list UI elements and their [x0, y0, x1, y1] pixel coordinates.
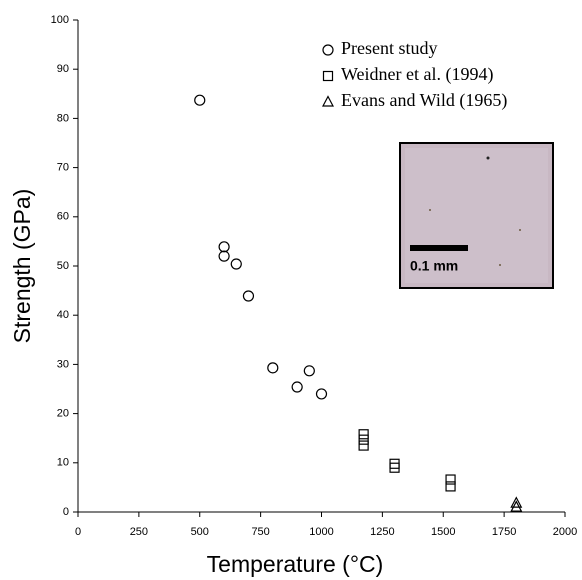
point [267, 362, 279, 374]
point [291, 381, 303, 393]
point [194, 94, 206, 106]
point [230, 258, 242, 270]
y-tick-label: 10 [57, 457, 69, 469]
x-tick-label: 1250 [370, 526, 394, 538]
x-tick-label: 1500 [431, 526, 455, 538]
legend-label: Evans and Wild (1965) [341, 90, 507, 111]
scale-bar [410, 245, 468, 251]
speck [519, 229, 521, 231]
point [242, 290, 255, 302]
x-tick-label: 250 [130, 526, 148, 538]
scale-label: 0.1 mm [410, 258, 458, 274]
y-tick-label: 100 [51, 14, 69, 26]
point [358, 440, 369, 451]
x-tick-label: 500 [191, 526, 209, 538]
y-tick-label: 90 [57, 63, 69, 75]
point [510, 500, 523, 512]
y-tick-label: 60 [57, 211, 69, 223]
point [358, 429, 369, 440]
point [389, 462, 400, 473]
point [358, 434, 369, 445]
point [218, 241, 230, 253]
legend-label: Weidner et al. (1994) [341, 64, 494, 85]
y-tick-label: 70 [57, 162, 69, 174]
legend-marker [322, 70, 334, 82]
x-tick-label: 1750 [492, 526, 516, 538]
y-tick-label: 20 [57, 408, 69, 420]
inset-image: 0.1 mm [399, 142, 554, 289]
legend-marker [322, 44, 334, 56]
x-tick-label: 750 [251, 526, 269, 538]
x-tick-label: 0 [75, 526, 81, 538]
inset-photo [405, 148, 548, 283]
x-tick-label: 1000 [309, 526, 333, 538]
speck [486, 156, 490, 160]
legend-label: Present study [341, 38, 438, 58]
speck [429, 209, 431, 211]
point [445, 474, 456, 485]
y-tick-label: 0 [63, 506, 69, 518]
x-tick-label: 2000 [553, 526, 577, 538]
y-tick-label: 50 [57, 260, 69, 272]
speck [499, 264, 501, 266]
point [303, 365, 315, 377]
y-tick-label: 80 [57, 112, 69, 124]
point [445, 481, 456, 492]
legend-marker [322, 95, 334, 107]
point [510, 496, 523, 508]
y-tick-label: 40 [57, 309, 69, 321]
point [315, 388, 328, 400]
x-axis-title: Temperature (°C) [207, 551, 384, 577]
y-axis-title: Strength (GPa) [9, 189, 35, 344]
y-tick-label: 30 [57, 358, 69, 370]
point [218, 250, 230, 262]
